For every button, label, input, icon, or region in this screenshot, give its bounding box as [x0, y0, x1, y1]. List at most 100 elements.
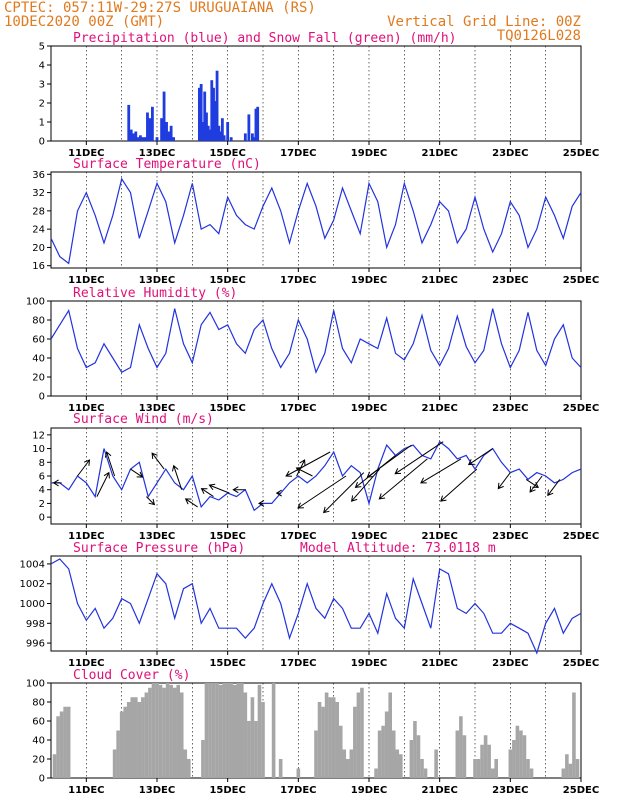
- cloud-bar: [346, 759, 350, 778]
- cloud-xtick-label: 25DEC: [563, 785, 599, 796]
- cloud-bar: [236, 683, 241, 778]
- precip-ytick-label: 0: [39, 137, 45, 148]
- precip-xtick-label: 19DEC: [351, 148, 387, 159]
- pressure-ytick-label: 998: [26, 619, 45, 630]
- precip-bar: [210, 80, 214, 141]
- cloud-bar: [377, 730, 382, 778]
- cloud-bar: [56, 716, 60, 778]
- precip-bar: [165, 122, 168, 141]
- pressure-xtick-label: 15DEC: [209, 658, 245, 669]
- wind-vector-arrow: [529, 475, 543, 493]
- temp-ytick-label: 20: [32, 243, 45, 254]
- wind-ytick-label: 12: [32, 430, 45, 441]
- cloud-bar: [572, 692, 576, 778]
- rh-xtick-label: 13DEC: [139, 403, 175, 414]
- cloud-bar: [151, 683, 156, 778]
- precip-bar: [208, 129, 212, 141]
- wind-vector-arrow: [232, 486, 246, 494]
- cloud-xtick-label: 17DEC: [280, 785, 316, 796]
- wind-vector-arrow: [104, 451, 116, 477]
- cloud-bar: [155, 683, 159, 778]
- wind-panel: 0 2 4 6 8 10 12 11DEC 13DEC 15DEC 17DEC 19DEC 21DEC 2…: [32, 427, 599, 542]
- precip-ytick-label: 4: [39, 61, 45, 72]
- precip-bar: [169, 125, 173, 141]
- precip-xtick-label: 25DEC: [563, 148, 599, 159]
- wind-vector-arrow: [378, 458, 428, 500]
- precip-bar: [146, 112, 149, 141]
- precip-bar: [217, 125, 221, 141]
- pressure-xtick-label: 13DEC: [139, 658, 175, 669]
- cloud-bar: [254, 721, 258, 778]
- temp-xtick-label: 19DEC: [351, 275, 387, 286]
- cloud-bar: [148, 687, 152, 778]
- cloud-bar: [116, 730, 120, 778]
- cloud-bar: [413, 721, 417, 778]
- wind-vector-arrow: [52, 479, 62, 487]
- cloud-bar: [338, 725, 343, 778]
- temp-ytick-label: 24: [32, 225, 45, 236]
- cloud-bar: [130, 697, 135, 778]
- cloud-bar: [63, 706, 67, 778]
- wind-xtick-label: 15DEC: [209, 531, 245, 542]
- cloud-bar: [126, 702, 131, 778]
- pressure-xtick-label: 25DEC: [563, 658, 599, 669]
- cloud-bar: [112, 749, 117, 778]
- cloud-bar: [575, 759, 580, 778]
- pressure-panel: 996 998 1000 1002 1004 11DEC 13DEC 15DEC 17DEC 19…: [20, 555, 599, 669]
- cloud-bar: [179, 692, 184, 778]
- wind-ytick-label: 6: [39, 472, 45, 483]
- precip-ytick-label: 3: [39, 80, 45, 91]
- cloud-ytick-label: 100: [26, 679, 45, 690]
- precip-bar: [129, 129, 133, 141]
- cloud-bar: [335, 702, 339, 778]
- cloud-bar: [218, 684, 223, 778]
- precip-bar: [252, 137, 256, 141]
- cloud-bar: [434, 749, 438, 778]
- cloud-bar: [317, 702, 322, 778]
- cloud-bar: [508, 749, 513, 778]
- temp-title: Surface Temperature (nC): [73, 157, 261, 172]
- cloud-bar: [455, 730, 460, 778]
- cloud-bar: [490, 768, 495, 778]
- wind-ytick-label: 2: [39, 499, 45, 510]
- cloud-bar: [123, 706, 127, 778]
- cloud-bar: [314, 730, 318, 778]
- rh-xtick-label: 11DEC: [68, 403, 104, 414]
- cloud-bar: [522, 735, 527, 778]
- temp-frame: [50, 171, 582, 269]
- temp-xtick-label: 21DEC: [421, 275, 457, 286]
- precip-bar: [215, 70, 219, 141]
- header-model-code: TQ0126L028: [497, 28, 581, 44]
- cloud-bar: [66, 706, 71, 778]
- pressure-xtick-label: 19DEC: [351, 658, 387, 669]
- cloud-bar: [261, 702, 265, 778]
- wind-vector-arrow: [130, 468, 144, 478]
- wind-vector-arrow: [172, 464, 183, 490]
- cloud-bar: [473, 759, 477, 778]
- wind-vector-arrow: [440, 468, 478, 502]
- cloud-bar: [561, 768, 566, 778]
- precip-ytick-label: 5: [39, 42, 45, 53]
- cloud-bar: [165, 683, 170, 778]
- cloud-xtick-label: 13DEC: [139, 785, 175, 796]
- cloud-bar: [215, 683, 219, 778]
- precip-bar: [143, 137, 147, 141]
- cloud-bar: [137, 702, 142, 778]
- temp-panel: 16 20 24 28 32 36 11DEC 13DEC 15DEC 17DEC 19DEC 21D…: [32, 170, 599, 286]
- cloud-bar: [480, 744, 484, 778]
- pressure-xtick-label: 17DEC: [280, 658, 316, 669]
- cloud-bar: [183, 749, 188, 778]
- cloud-bar: [271, 683, 276, 778]
- wind-title: Surface Wind (m/s): [73, 412, 214, 427]
- precip-bar: [148, 118, 152, 141]
- cloud-bar: [243, 692, 248, 778]
- precip-frame: [50, 45, 582, 142]
- pressure-title: Surface Pressure (hPa): [73, 541, 245, 556]
- temp-ytick-label: 28: [32, 206, 45, 217]
- precip-bar: [206, 125, 210, 141]
- wind-vector-arrow: [200, 488, 214, 498]
- wind-vector-arrow: [420, 458, 462, 484]
- wind-xtick-label: 17DEC: [280, 531, 316, 542]
- precip-bar: [226, 122, 230, 141]
